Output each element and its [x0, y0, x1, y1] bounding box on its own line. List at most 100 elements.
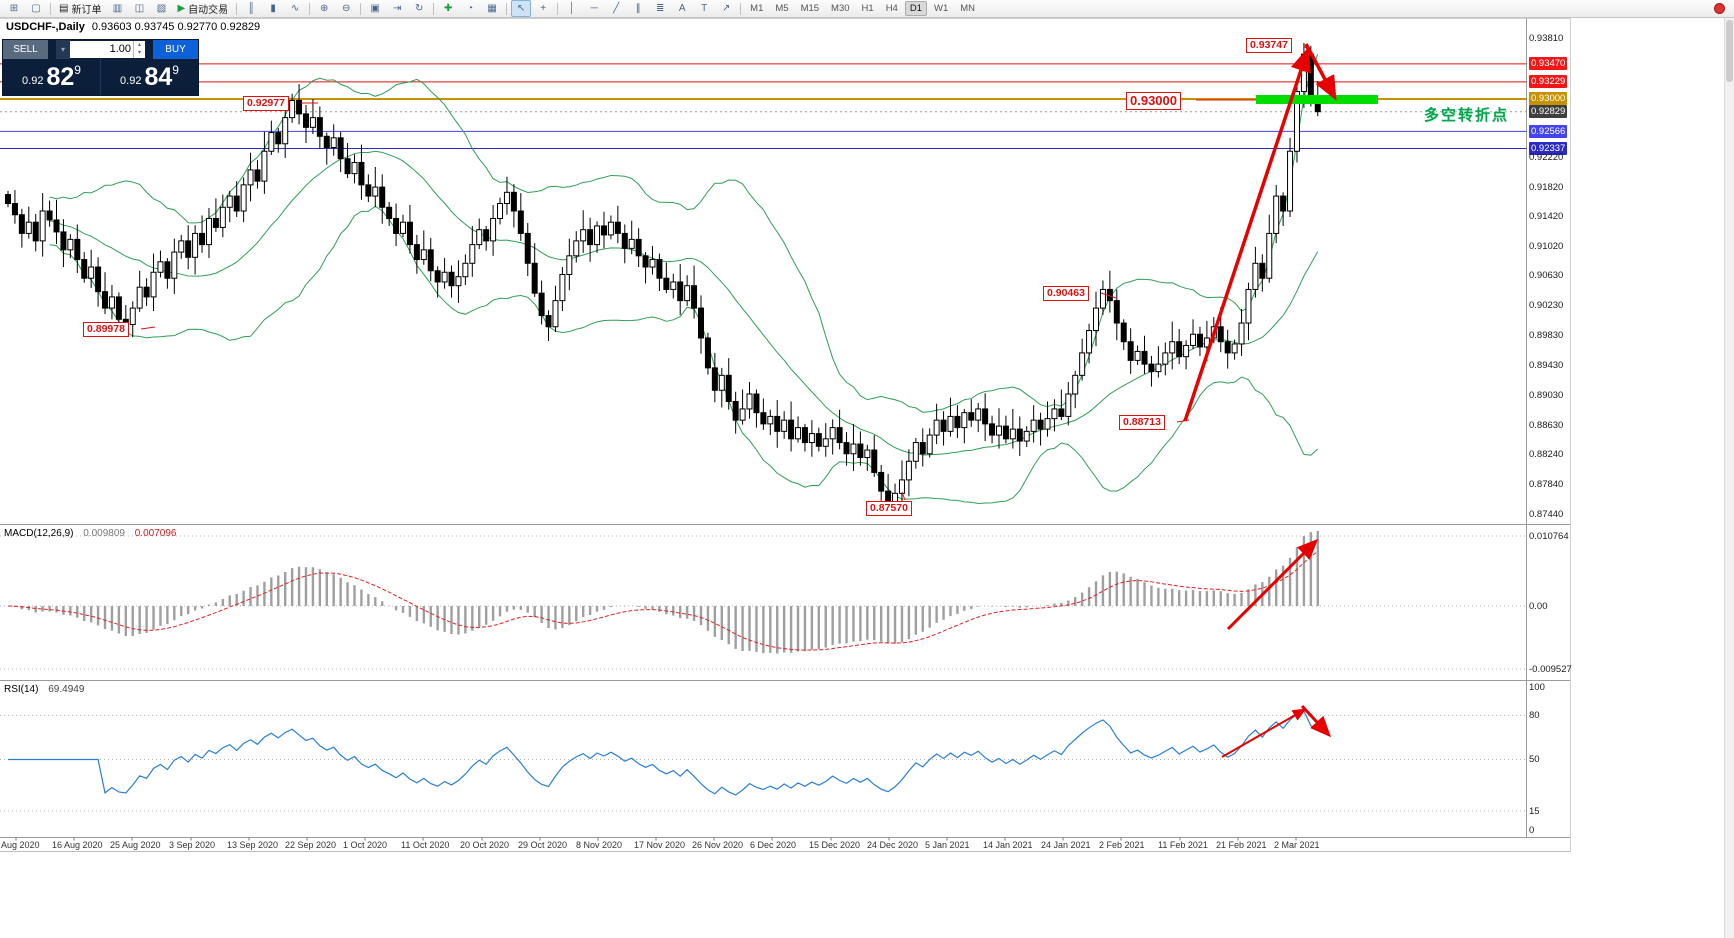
scale-label: 0.91420: [1529, 211, 1564, 223]
date-label: 16 Aug 2020: [52, 840, 103, 850]
fibonacci-icon[interactable]: ≣: [650, 0, 670, 17]
periods-icon[interactable]: ◔: [460, 0, 480, 17]
terminal-icon[interactable]: ▧: [151, 0, 171, 17]
profiles-icon[interactable]: ▢: [26, 0, 46, 17]
scale-label: 0.93810: [1529, 32, 1564, 44]
add-indicator-icon[interactable]: ✚: [438, 0, 458, 17]
autotrading-icon: ▶: [177, 3, 186, 14]
lot-size-field[interactable]: 1.00 ▴ ▾: [70, 41, 145, 58]
crosshair-icon[interactable]: +: [533, 0, 553, 17]
timeframe-w1[interactable]: W1: [934, 3, 949, 14]
date-label: 21 Feb 2021: [1216, 840, 1267, 850]
lot-dropdown-button[interactable]: ▾: [56, 40, 70, 59]
timeframe-m5[interactable]: M5: [775, 3, 789, 14]
label-tool-icon[interactable]: T: [694, 0, 714, 17]
periods-icon: ◔: [467, 3, 474, 14]
date-label: 26 Nov 2020: [692, 840, 744, 850]
channel-icon: ∥: [635, 3, 641, 14]
zoom-out-icon[interactable]: ⊖: [336, 0, 356, 17]
price-callout[interactable]: 0.87570: [866, 501, 912, 516]
date-label: 6 Dec 2020: [750, 840, 797, 850]
stepper-down-icon[interactable]: ▾: [137, 50, 141, 56]
date-label: 2 Mar 2021: [1274, 840, 1320, 850]
toolbar-separator: [360, 2, 362, 15]
macd-title: MACD(12,26,9): [4, 528, 74, 539]
scale-label: 0.87840: [1529, 478, 1564, 490]
timeframe-m1[interactable]: M1: [750, 3, 764, 14]
price-tag: 0.92566: [1529, 124, 1568, 138]
timeframe-m30[interactable]: M30: [831, 3, 850, 14]
arrows-tool-icon[interactable]: ↗: [716, 0, 736, 17]
vertical-scrollbar[interactable]: [1724, 18, 1734, 938]
toolbar-separator: [506, 2, 508, 15]
price-callout[interactable]: 0.90463: [1043, 286, 1089, 301]
turning-point-annotation[interactable]: 多空转折点: [1424, 107, 1510, 124]
one-click-controls: SELL ▾ 1.00 ▴ ▾ BUY: [3, 40, 198, 59]
crosshair-icon: +: [540, 3, 547, 14]
rsi-title: RSI(14): [4, 684, 39, 695]
toolbar-button-label: 新订单: [71, 5, 102, 16]
candlestick-chart-icon: ▮: [270, 3, 276, 14]
bars-chart-icon[interactable]: ║: [241, 0, 261, 17]
scrollbar-thumb[interactable]: [1726, 20, 1733, 82]
price-callout[interactable]: 0.89978: [83, 322, 129, 337]
line-chart-icon[interactable]: ∿: [285, 0, 305, 17]
date-label: 24 Jan 2021: [1041, 840, 1091, 850]
new-order-icon: ▤: [59, 3, 69, 14]
trendline-icon: ╱: [613, 3, 620, 14]
vertical-line-icon[interactable]: │: [562, 0, 582, 17]
toolbar-separator: [740, 2, 742, 15]
sell-price-prefix: 0.92: [22, 75, 44, 87]
zoom-in-icon[interactable]: ⊕: [314, 0, 334, 17]
navigator-icon[interactable]: ◫: [129, 0, 149, 17]
price-callout[interactable]: 0.88713: [1119, 415, 1165, 430]
rsi-scale-label: 0: [1529, 825, 1535, 836]
timeframe-h1[interactable]: H1: [861, 3, 874, 14]
stepper-up-icon[interactable]: ▴: [137, 42, 141, 48]
scale-label: 0.88630: [1529, 419, 1564, 431]
candlestick-chart-icon[interactable]: ▮: [263, 0, 283, 17]
sell-button[interactable]: SELL: [3, 40, 48, 59]
chart-title: USDCHF-,Daily 0.93603 0.93745 0.92770 0.9…: [6, 21, 260, 33]
timeframe-mn[interactable]: MN: [960, 3, 976, 14]
new-chart-icon[interactable]: ⊞: [4, 0, 24, 17]
timeframe-h4[interactable]: H4: [885, 3, 898, 14]
toolbar-separator: [236, 2, 238, 15]
auto-scroll-icon[interactable]: ↻: [409, 0, 429, 17]
rsi-value: 69.4949: [48, 684, 85, 695]
channel-icon[interactable]: ∥: [628, 0, 648, 17]
connection-status-icon[interactable]: [1714, 3, 1725, 14]
new-order-button[interactable]: ▤ 新订单: [54, 1, 106, 16]
templates-icon[interactable]: ▦: [482, 0, 502, 17]
autotrading-button[interactable]: ▶ 自动交易: [172, 1, 233, 16]
lot-size-value[interactable]: 1.00: [109, 43, 131, 55]
sell-price-display[interactable]: 0.92 82 9: [3, 59, 100, 95]
rsi-scale-label: 50: [1529, 754, 1540, 765]
rsi-scale-label: 100: [1529, 682, 1545, 693]
price-tag: 0.93470: [1529, 57, 1568, 71]
navigator-icon: ◫: [134, 3, 145, 14]
tile-windows-icon[interactable]: ▣: [365, 0, 385, 17]
price-callout[interactable]: 0.93000: [1126, 92, 1181, 110]
buy-price-display[interactable]: 0.92 84 9: [100, 59, 198, 95]
timeframe-d1[interactable]: D1: [904, 1, 927, 16]
trendline-icon[interactable]: ╱: [606, 0, 626, 17]
cursor-icon[interactable]: ↖: [511, 0, 532, 17]
chart-shift-icon[interactable]: ⇥: [387, 0, 407, 17]
market-watch-icon[interactable]: ▥: [107, 0, 127, 17]
price-callout[interactable]: 0.93747: [1246, 38, 1292, 53]
text-tool-icon[interactable]: A: [672, 0, 692, 17]
macd-scale-label: -0.009527: [1529, 664, 1572, 675]
buy-button[interactable]: BUY: [153, 40, 198, 59]
date-label: 3 Sep 2020: [169, 840, 216, 850]
macd-scale-label: 0.00: [1529, 601, 1548, 612]
lot-stepper[interactable]: ▴ ▾: [133, 41, 145, 58]
new-chart-icon: ⊞: [9, 3, 19, 14]
price-callout[interactable]: 0.92977: [243, 96, 289, 111]
macd-scale-label: 0.010764: [1529, 531, 1569, 542]
horizontal-line-icon[interactable]: ─: [584, 0, 604, 17]
timeframe-m15[interactable]: M15: [800, 3, 820, 14]
add-indicator-icon: ✚: [443, 3, 453, 14]
price-tag: 0.93229: [1529, 75, 1568, 89]
